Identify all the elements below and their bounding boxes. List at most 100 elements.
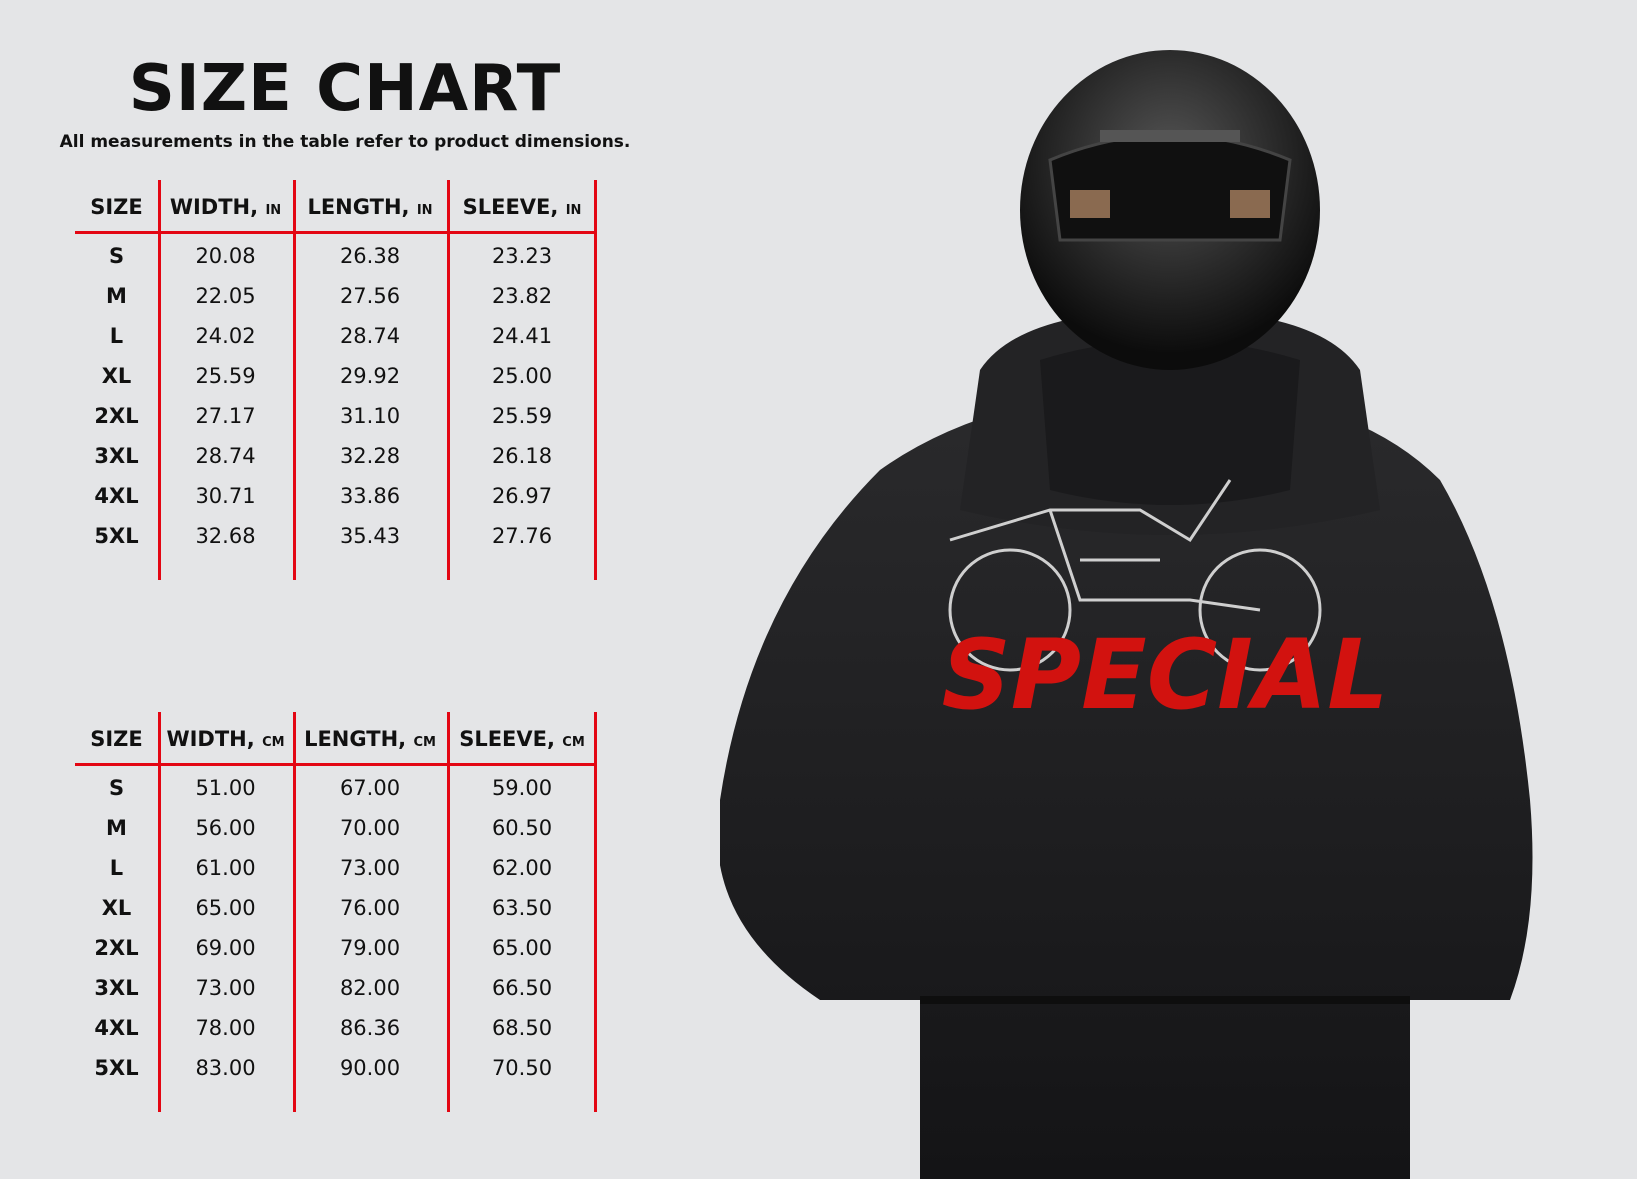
size-label: 3XL <box>94 444 139 468</box>
measurement-cell: 76.00 <box>339 896 401 920</box>
measurement-cell: 24.41 <box>491 324 553 348</box>
measurement-cell: 82.00 <box>339 976 401 1000</box>
measurement-cell: 79.00 <box>339 936 401 960</box>
measurement-cell: 24.02 <box>195 324 256 348</box>
size-label: S <box>108 244 125 268</box>
size-label: 3XL <box>94 976 139 1000</box>
header-label: WIDTH, <box>169 195 259 219</box>
measurement-cell: 86.36 <box>339 1016 401 1040</box>
size-label: 4XL <box>94 1016 139 1040</box>
column-divider <box>447 712 450 1112</box>
column-divider <box>594 180 597 580</box>
measurement-cell: 56.00 <box>195 816 256 840</box>
size-label: S <box>108 776 125 800</box>
measurement-cell: 60.50 <box>491 816 553 840</box>
header-unit: IN <box>565 203 582 218</box>
product-photo: SPECIAL <box>720 50 1533 1179</box>
measurement-cell: 62.00 <box>491 856 553 880</box>
measurement-cell: 27.56 <box>339 284 401 308</box>
header-unit: CM <box>262 735 285 750</box>
header-label: SIZE <box>90 727 143 751</box>
header-label: LENGTH, <box>304 727 407 751</box>
measurement-cell: 26.97 <box>491 484 553 508</box>
measurement-cell: 33.86 <box>339 484 401 508</box>
measurement-cell: 23.23 <box>491 244 553 268</box>
column-header: SLEEVE, CM <box>447 727 597 751</box>
measurement-cell: 23.82 <box>491 284 553 308</box>
measurement-cell: 51.00 <box>195 776 256 800</box>
measurement-cell: 32.68 <box>195 524 256 548</box>
size-label: XL <box>101 896 132 920</box>
header-label: SLEEVE, <box>462 195 559 219</box>
header-divider <box>75 231 597 234</box>
header-unit: IN <box>416 203 433 218</box>
size-label: M <box>106 284 127 308</box>
size-label: L <box>109 856 124 880</box>
measurement-cell: 27.76 <box>491 524 553 548</box>
measurement-cell: 59.00 <box>491 776 553 800</box>
column-header: WIDTH, IN <box>158 195 293 219</box>
measurement-cell: 65.00 <box>195 896 256 920</box>
measurement-cell: 73.00 <box>339 856 401 880</box>
column-divider <box>594 712 597 1112</box>
motorcycle-print <box>948 479 1322 672</box>
column-divider <box>447 180 450 580</box>
column-header: LENGTH, IN <box>293 195 447 219</box>
column-header: LENGTH, CM <box>293 727 447 751</box>
size-label: 2XL <box>94 936 139 960</box>
measurement-cell: 73.00 <box>195 976 256 1000</box>
column-header: SIZE <box>75 727 158 751</box>
header-label: WIDTH, <box>166 727 255 751</box>
size-label: 5XL <box>94 524 139 548</box>
measurement-cell: 29.92 <box>339 364 401 388</box>
size-label: 4XL <box>94 484 139 508</box>
measurement-cell: 35.43 <box>339 524 401 548</box>
size-table-inches: SIZE WIDTH, IN LENGTH, IN SLEEVE, IN S 20.08 2… <box>75 180 597 580</box>
size-table-centimeters: SIZE WIDTH, CM LENGTH, CM SLEEVE, CM S 51.00 6… <box>75 712 597 1112</box>
size-label: L <box>109 324 124 348</box>
measurement-cell: 67.00 <box>339 776 401 800</box>
measurement-cell: 70.50 <box>491 1056 553 1080</box>
column-header: SIZE <box>75 195 158 219</box>
size-label: XL <box>101 364 132 388</box>
measurement-cell: 20.08 <box>195 244 256 268</box>
measurement-cell: 28.74 <box>195 444 256 468</box>
page-title: SIZE CHART <box>128 52 562 126</box>
measurement-cell: 26.18 <box>491 444 553 468</box>
column-divider <box>293 180 296 580</box>
measurement-cell: 83.00 <box>195 1056 256 1080</box>
measurement-cell: 25.00 <box>491 364 553 388</box>
measurement-cell: 28.74 <box>339 324 401 348</box>
print-text: SPECIAL <box>942 619 1389 731</box>
measurement-cell: 31.10 <box>339 404 401 428</box>
column-divider <box>293 712 296 1112</box>
measurement-cell: 63.50 <box>491 896 553 920</box>
header-label: SIZE <box>90 195 143 219</box>
header-unit: CM <box>562 735 585 750</box>
measurement-cell: 61.00 <box>195 856 256 880</box>
column-header: SLEEVE, IN <box>447 195 597 219</box>
header-label: SLEEVE, <box>459 727 555 751</box>
column-divider <box>158 180 161 580</box>
header-divider <box>75 763 597 766</box>
measurement-cell: 68.50 <box>491 1016 553 1040</box>
measurement-cell: 25.59 <box>195 364 256 388</box>
column-header: WIDTH, CM <box>158 727 293 751</box>
measurement-cell: 69.00 <box>195 936 256 960</box>
measurement-cell: 70.00 <box>339 816 401 840</box>
hoodie-body <box>720 400 1533 1179</box>
size-label: M <box>106 816 127 840</box>
measurement-cell: 22.05 <box>195 284 256 308</box>
measurement-cell: 25.59 <box>491 404 553 428</box>
measurement-cell: 30.71 <box>195 484 256 508</box>
header-unit: CM <box>413 735 436 750</box>
size-label: 5XL <box>94 1056 139 1080</box>
measurement-cell: 78.00 <box>195 1016 256 1040</box>
header-label: LENGTH, <box>307 195 410 219</box>
measurement-cell: 65.00 <box>491 936 553 960</box>
measurement-cell: 26.38 <box>339 244 401 268</box>
measurement-cell: 32.28 <box>339 444 401 468</box>
column-divider <box>158 712 161 1112</box>
measurement-cell: 66.50 <box>491 976 553 1000</box>
size-label: 2XL <box>94 404 139 428</box>
